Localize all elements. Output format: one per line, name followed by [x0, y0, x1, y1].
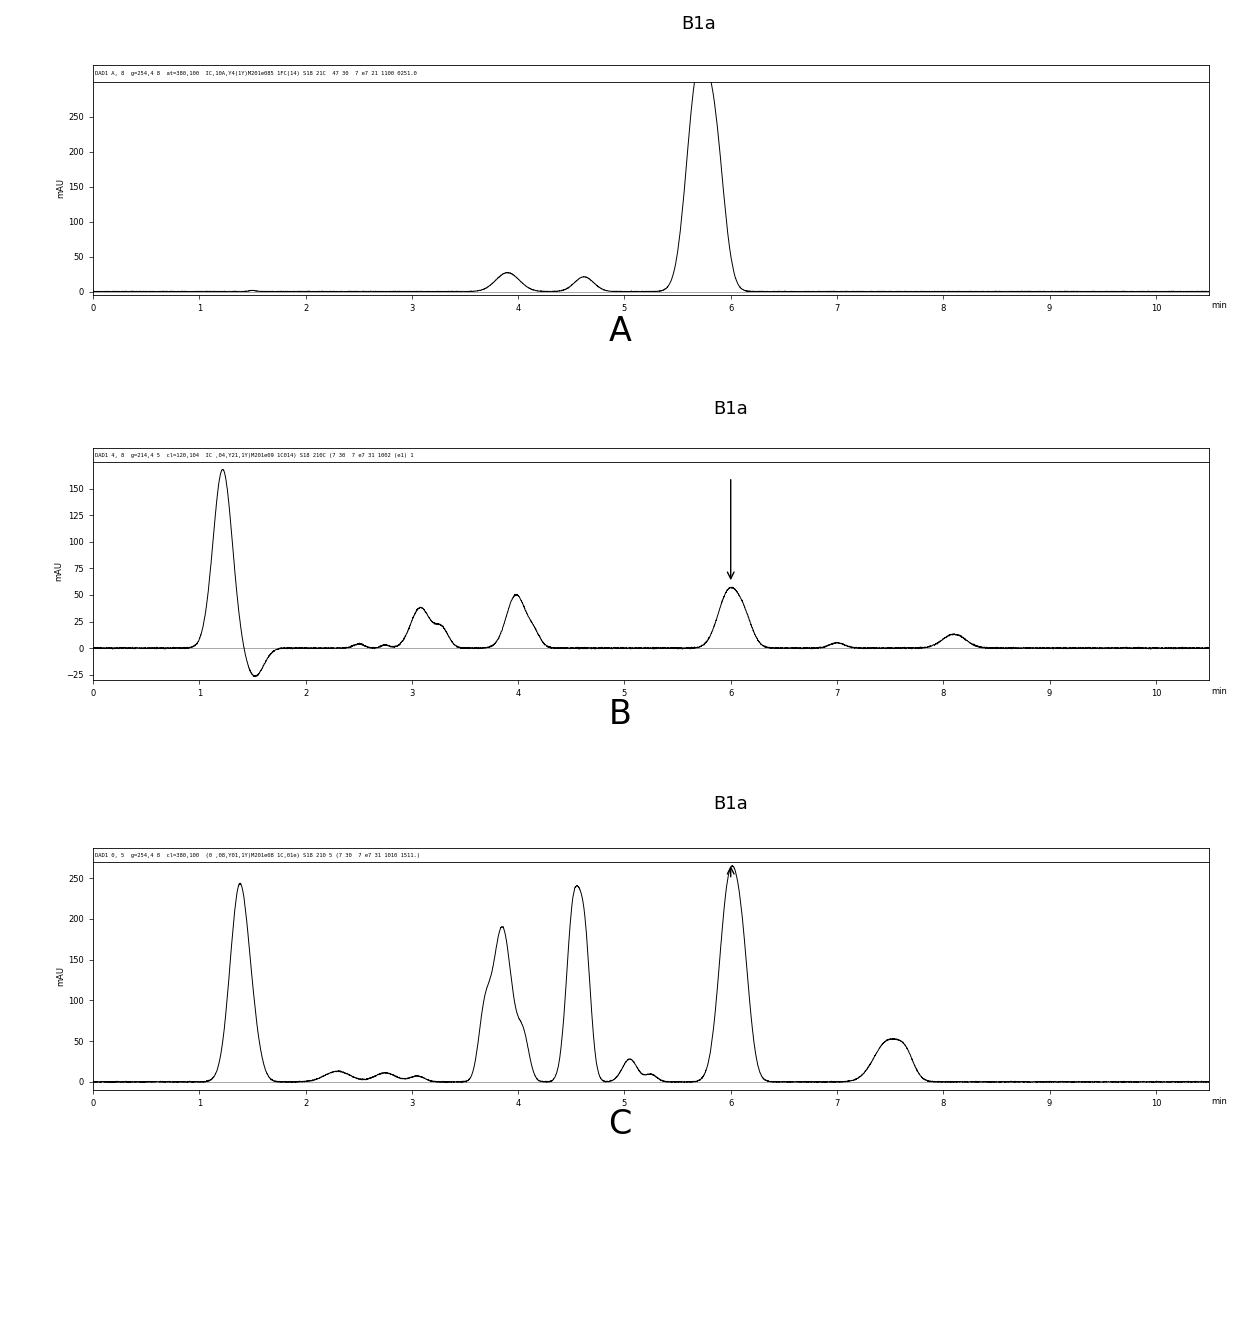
Y-axis label: mAU: mAU	[57, 179, 66, 198]
Text: B1a: B1a	[713, 400, 748, 418]
Text: min: min	[1211, 686, 1228, 695]
Text: min: min	[1211, 1096, 1228, 1106]
Text: DAD1 A, 8  g=254,4 8  at=380,100  IC,10A,Y4(1Y)M201e085 1FC(14) S18 21C  47 30  : DAD1 A, 8 g=254,4 8 at=380,100 IC,10A,Y4…	[95, 71, 417, 76]
Text: C: C	[609, 1107, 631, 1140]
Y-axis label: mAU: mAU	[57, 967, 66, 985]
Text: A: A	[609, 316, 631, 349]
Text: DAD1 0, 5  g=254,4 8  cl=380,100  (0 ,08,Y01,1Y)M201e08 1C,01e) S18 210 5 (7 30 : DAD1 0, 5 g=254,4 8 cl=380,100 (0 ,08,Y0…	[95, 853, 420, 857]
Text: B1a: B1a	[713, 796, 748, 813]
Text: DAD1 4, 8  g=214,4 5  cl=120,104  IC ,04,Y21,1Y)M201e09 1C014) S18 210C (7 30  7: DAD1 4, 8 g=214,4 5 cl=120,104 IC ,04,Y2…	[95, 452, 414, 457]
Text: B1a: B1a	[682, 15, 717, 33]
Y-axis label: mAU: mAU	[55, 562, 63, 582]
Text: B: B	[609, 698, 631, 730]
Text: min: min	[1211, 301, 1228, 310]
